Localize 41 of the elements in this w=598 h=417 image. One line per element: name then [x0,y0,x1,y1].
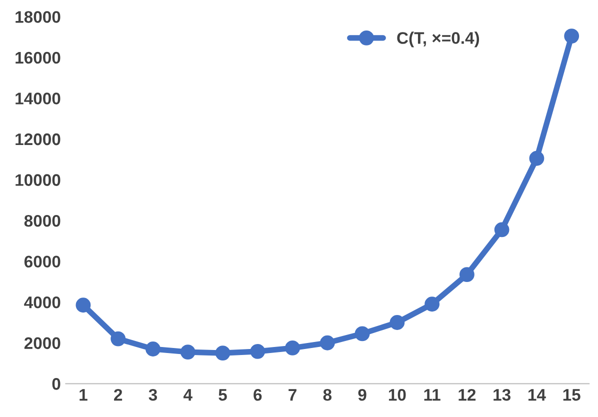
point [110,331,126,346]
x-tick-label: 8 [323,388,332,401]
point [424,296,440,312]
y-tick-label: 8000 [24,214,60,227]
point [529,150,544,166]
y-tick-label: 2000 [24,337,60,350]
point [146,342,160,356]
x-tick-label: 12 [458,388,476,401]
y-tick-label: 12000 [16,133,60,146]
x-tick-label: 11 [424,389,440,401]
point [250,344,266,359]
x-tick-label: 2 [114,388,122,401]
x-tick-label: 3 [148,388,158,401]
y-tick-label: 6000 [24,256,60,268]
point [390,315,405,330]
legend-label: C(T, ×=0.4) [397,32,480,48]
point [354,326,370,342]
point [215,346,230,361]
x-tick-label: 13 [494,388,510,401]
y-tick-label: 0 [52,378,60,390]
point [320,335,335,350]
x-tick-label: 15 [563,389,580,401]
point [459,267,474,282]
y-tick-label: 14000 [16,92,60,104]
x-tick-label: 6 [254,388,262,401]
y-tick-label: 4000 [24,296,60,308]
x-tick-label: 1 [80,389,88,401]
point [76,298,91,313]
x-tick-label: 7 [288,389,296,401]
y-tick-label: 18000 [16,11,60,23]
point [285,340,300,356]
x-tick-label: 14 [528,389,546,401]
point [494,222,510,238]
y-tick-label: 10000 [16,174,60,186]
x-tick-label: 5 [218,389,227,401]
x-tick-label: 4 [183,389,192,401]
x-tick-label: 9 [358,388,366,401]
point [564,28,580,44]
y-tick-label: 16000 [16,52,60,64]
x-tick-label: 10 [388,388,406,401]
point [180,344,196,360]
